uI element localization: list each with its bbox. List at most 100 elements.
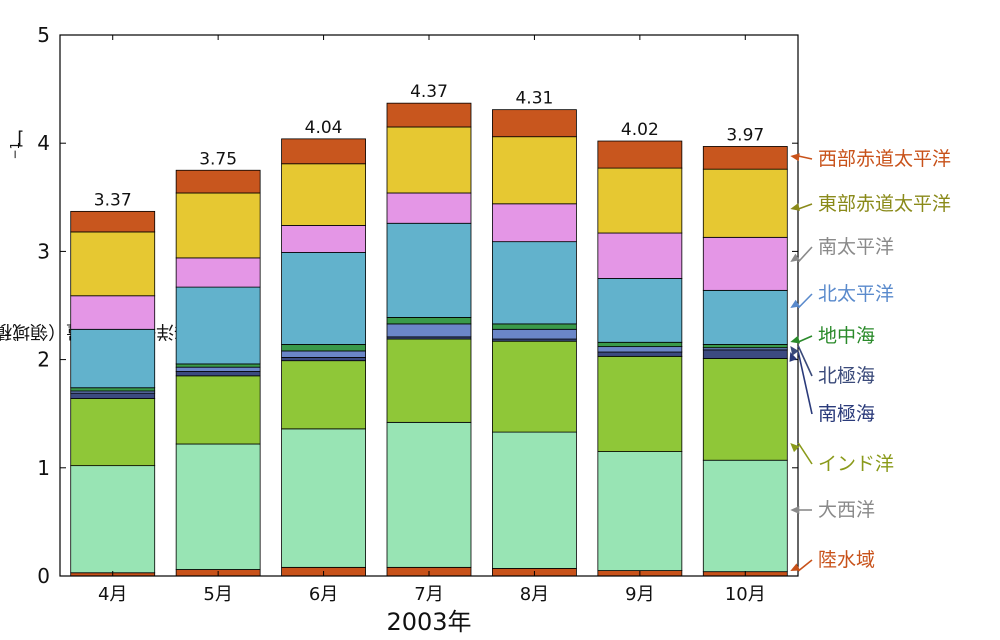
bar-segment-5-5 <box>597 341 683 348</box>
legend-arrowhead-8 <box>790 203 800 211</box>
bar-segment-2-8 <box>281 163 366 226</box>
legend-arrow-4 <box>797 345 813 377</box>
legend-arrowhead-5 <box>790 335 801 344</box>
bar-segment-1-7 <box>175 257 261 288</box>
bar-segment-6-1 <box>702 459 788 573</box>
bar-segment-1-4 <box>175 366 261 372</box>
legend-label-8: 東部赤道太平洋 <box>818 193 951 215</box>
bar-segment-1-6 <box>175 286 261 365</box>
bar-segment-1-9 <box>175 169 261 194</box>
bar-segment-4-8 <box>492 136 577 205</box>
bar-segment-6-2 <box>702 358 788 461</box>
x-tick-label: 9月 <box>625 584 654 605</box>
legend-arrow-0 <box>797 559 813 572</box>
x-tick-label: 10月 <box>725 584 766 605</box>
legend-label-9: 西部赤道太平洋 <box>818 148 951 170</box>
bar-total-label: 4.37 <box>410 82 448 102</box>
x-axis-title: 2003年 <box>386 608 471 636</box>
y-tick-label: 4 <box>37 131 50 155</box>
y-tick-label: 5 <box>37 23 50 47</box>
bar-segment-6-3 <box>702 349 788 359</box>
legend-arrowhead-9 <box>790 153 800 162</box>
y-tick-label: 1 <box>37 456 50 480</box>
legend-arrow-6 <box>797 293 813 309</box>
bar-segment-3-2 <box>386 338 472 423</box>
bar-segment-6-8 <box>702 168 788 238</box>
bar-segment-3-5 <box>386 317 472 325</box>
legend-arrowhead-7 <box>790 253 800 262</box>
legend-label-7: 南太平洋 <box>818 236 894 258</box>
bar-segment-1-1 <box>175 443 261 570</box>
bar-total-label: 4.04 <box>305 118 343 138</box>
bar-segment-4-7 <box>492 203 577 243</box>
bar-segment-2-9 <box>281 138 366 165</box>
bar-segment-2-3 <box>281 357 366 362</box>
bar-segment-4-4 <box>492 328 577 340</box>
bar-segment-2-5 <box>281 344 366 352</box>
legend-label-1: 大西洋 <box>818 499 875 521</box>
bar-segment-4-6 <box>492 241 577 325</box>
y-tick-label: 0 <box>37 564 50 588</box>
bar-segment-0-8 <box>70 231 156 297</box>
x-tick-label: 5月 <box>203 584 232 605</box>
legend-label-3: 南極海 <box>818 403 875 425</box>
legend-label-4: 北極海 <box>818 365 875 387</box>
legend-arrow-2 <box>797 442 813 465</box>
bar-segment-3-6 <box>386 222 472 318</box>
bar-segment-6-5 <box>702 344 788 349</box>
bar-segment-1-3 <box>175 371 261 377</box>
bar-segment-5-9 <box>597 140 683 169</box>
bar-segment-5-6 <box>597 278 683 343</box>
bar-segment-4-2 <box>492 340 577 433</box>
legend-label-0: 陸水域 <box>818 549 875 571</box>
bar-total-label: 3.37 <box>94 190 132 210</box>
bar-segment-3-4 <box>386 323 472 338</box>
legend-arrowhead-0 <box>790 563 801 571</box>
bar-segment-3-9 <box>386 102 472 128</box>
bar-segment-6-7 <box>702 236 788 291</box>
bar-segment-1-8 <box>175 192 261 259</box>
bar-segment-5-3 <box>597 351 683 357</box>
legend-arrow-9 <box>798 155 813 160</box>
bar-segment-5-7 <box>597 232 683 279</box>
legend-arrowhead-3 <box>789 352 798 362</box>
bar-segment-0-1 <box>70 465 156 574</box>
x-tick-label: 7月 <box>414 584 443 605</box>
bar-segment-4-1 <box>492 431 577 569</box>
y-tick-label: 3 <box>37 239 50 263</box>
bar-segment-0-3 <box>70 392 156 399</box>
bar-segment-0-7 <box>70 295 156 330</box>
y-tick-label: 2 <box>37 348 50 372</box>
x-tick-label: 8月 <box>520 584 549 605</box>
bar-segment-2-2 <box>281 360 366 430</box>
bar-segment-0-9 <box>70 210 156 233</box>
bar-segment-2-7 <box>281 225 366 253</box>
bar-segment-5-4 <box>597 346 683 353</box>
bar-segment-2-6 <box>281 252 366 345</box>
bar-segment-6-6 <box>702 289 788 345</box>
bar-total-label: 4.02 <box>621 120 659 140</box>
legend-arrowhead-4 <box>790 346 799 356</box>
bar-segment-2-1 <box>281 428 366 568</box>
legend-arrow-7 <box>797 246 813 263</box>
bar-segment-1-5 <box>175 363 261 368</box>
bar-segment-0-6 <box>70 328 156 389</box>
x-tick-label: 4月 <box>98 584 127 605</box>
bar-segment-5-8 <box>597 167 683 234</box>
bar-segment-6-9 <box>702 146 788 170</box>
bar-total-label: 4.31 <box>515 89 553 109</box>
bar-segment-3-1 <box>386 421 472 568</box>
bar-segment-4-9 <box>492 109 577 138</box>
bar-segment-3-7 <box>386 192 472 224</box>
legend-arrow-5 <box>797 335 813 343</box>
bar-segment-4-5 <box>492 323 577 330</box>
legend-arrow-3 <box>797 351 813 415</box>
bar-segment-5-1 <box>597 451 683 571</box>
legend-label-2: インド洋 <box>818 453 894 475</box>
bar-segment-0-2 <box>70 398 156 467</box>
bar-segment-3-8 <box>386 126 472 194</box>
bar-segment-5-2 <box>597 355 683 452</box>
bar-segment-0-5 <box>70 387 156 392</box>
legend-arrowhead-1 <box>790 506 800 514</box>
bar-total-label: 3.97 <box>726 125 764 145</box>
